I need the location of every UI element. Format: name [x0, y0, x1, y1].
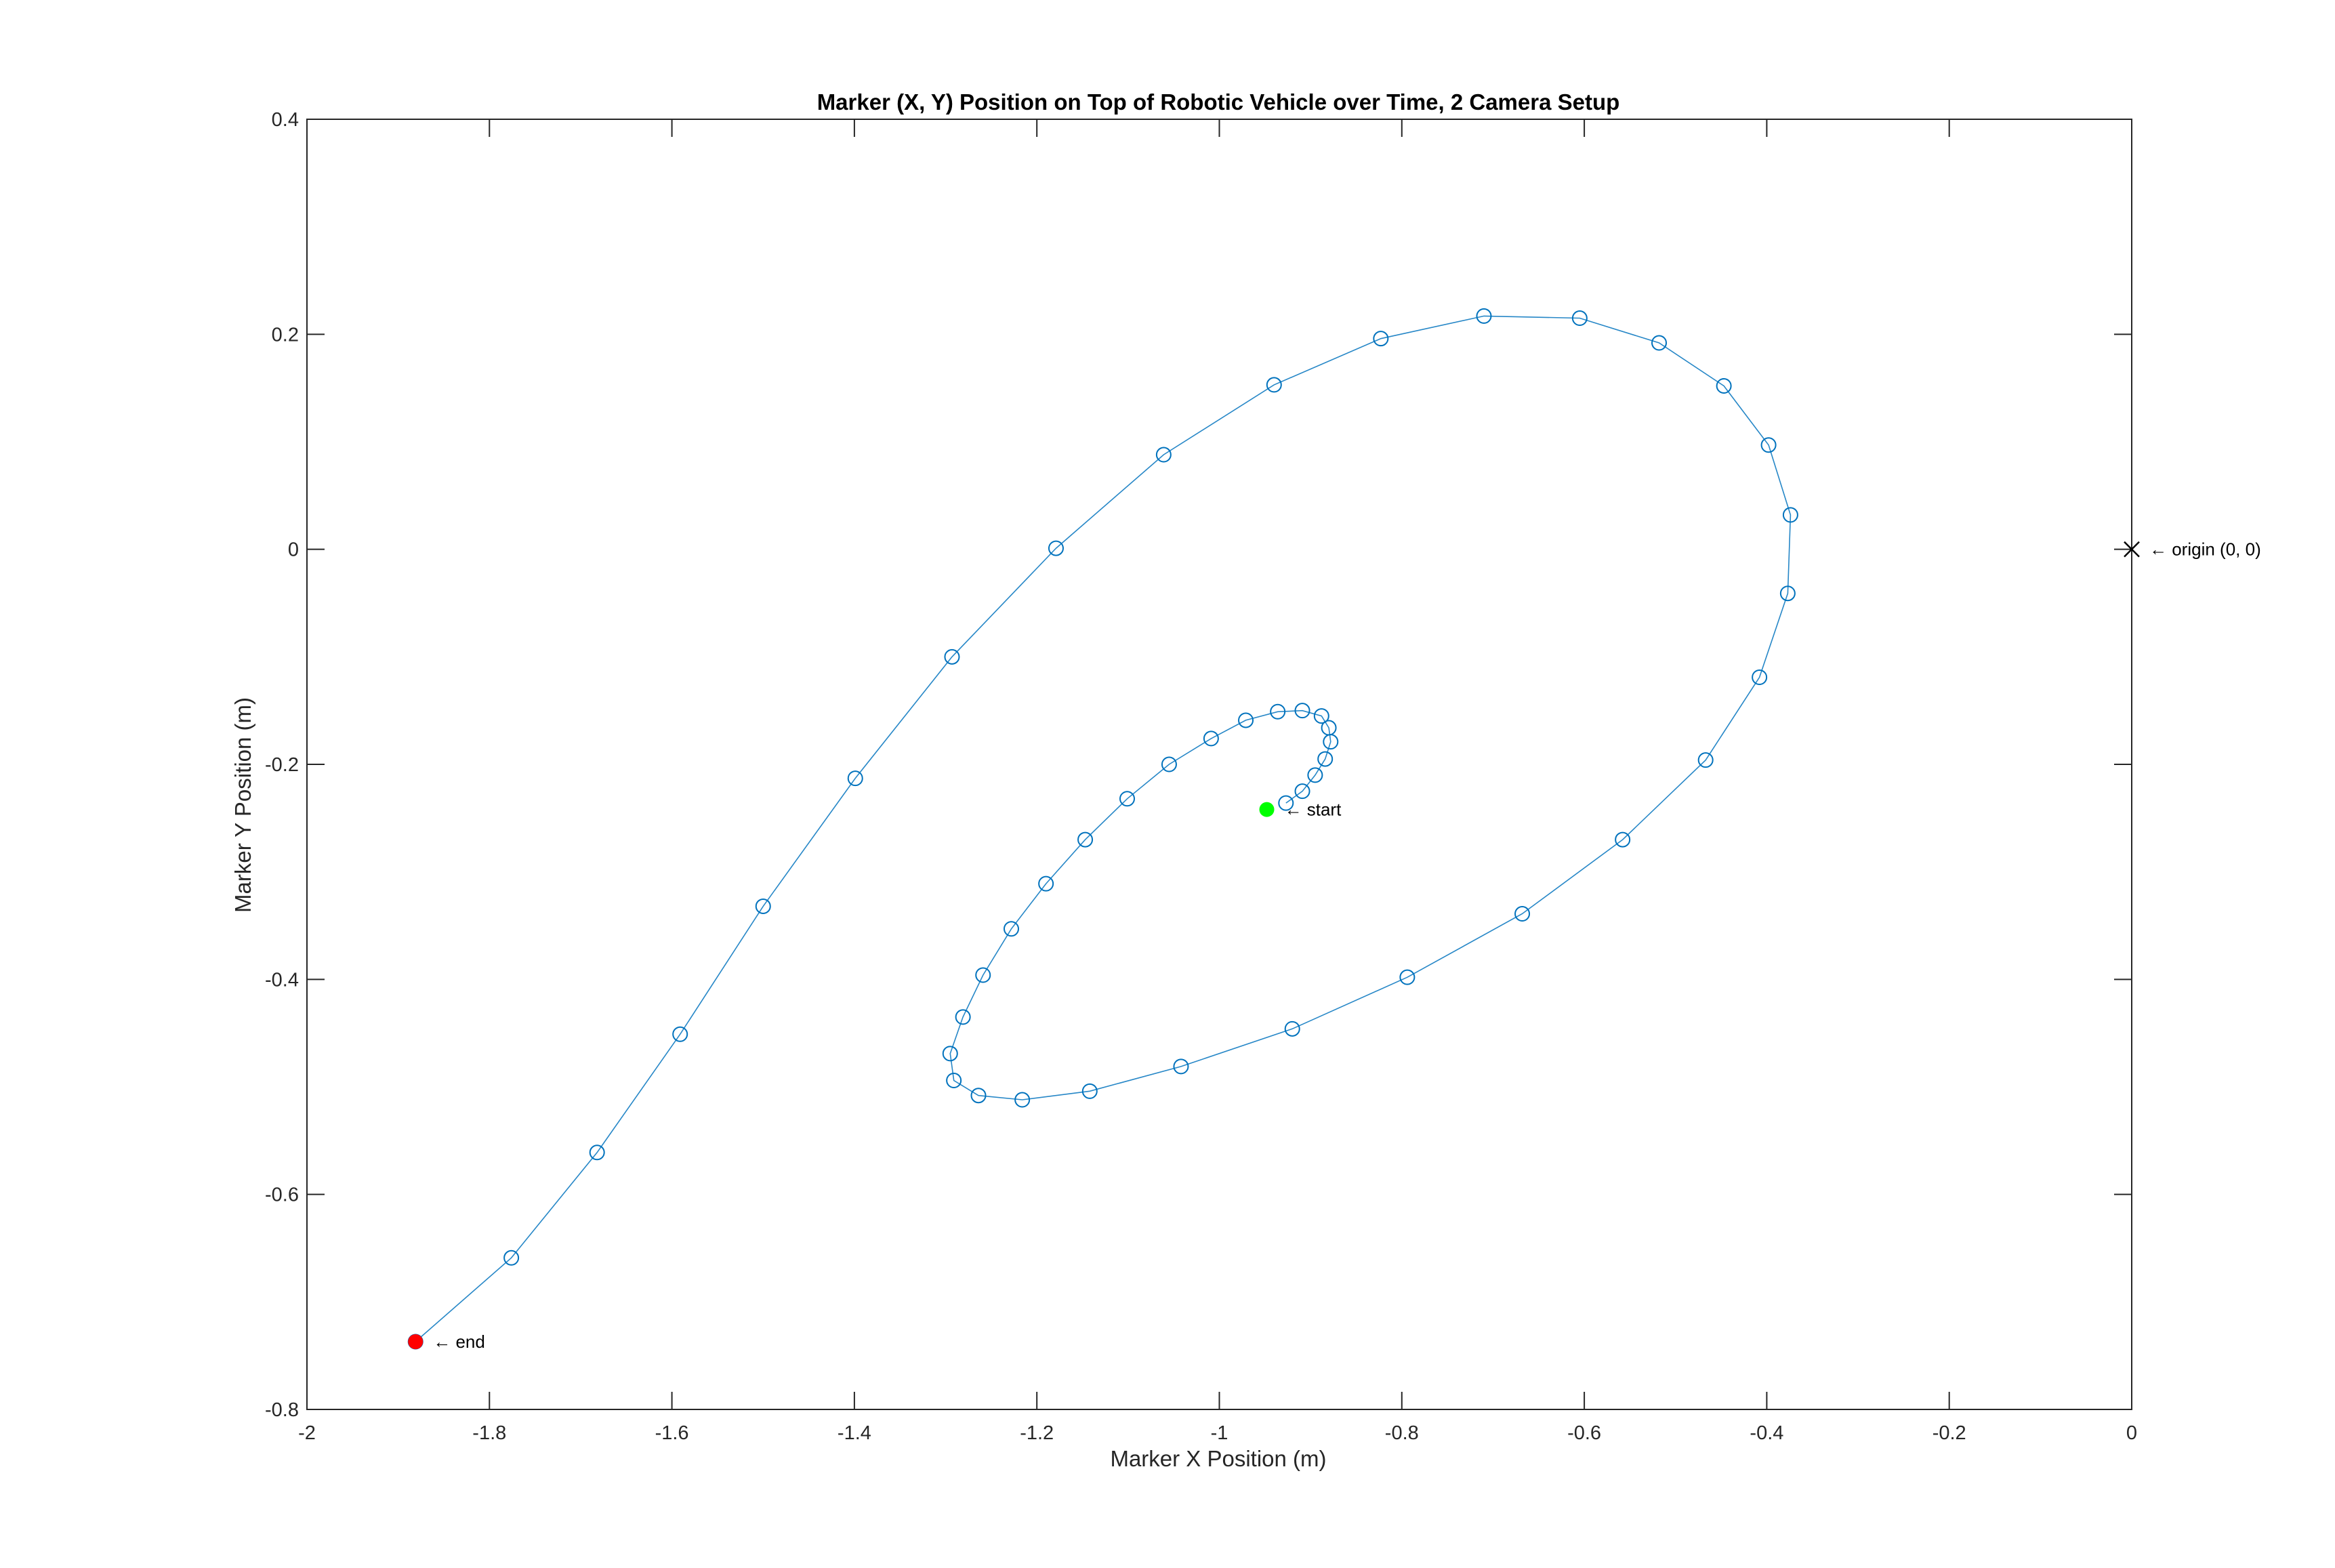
- trajectory-point: [1476, 308, 1492, 324]
- trajectory-point: [1266, 377, 1282, 393]
- trajectory-point: [1003, 921, 1019, 937]
- x-tick-label: -0.6: [1567, 1422, 1601, 1444]
- trajectory-point: [1119, 791, 1136, 807]
- plot-area: -2 -1.8 -1.6 -1.4 -1.2 -1 -0.8 -0.6 -0.4 -0.2 0 -0.…: [265, 109, 2261, 1444]
- trajectory-point: [944, 648, 960, 665]
- trajectory-point: [1779, 585, 1796, 602]
- trajectory-point: [1317, 751, 1334, 767]
- trajectory-point: [1514, 906, 1531, 922]
- origin-marker-stroke: [2124, 541, 2140, 558]
- trajectory-point: [1077, 831, 1094, 848]
- annotation-marker: [408, 1334, 423, 1350]
- trajectory-point: [1752, 669, 1768, 685]
- trajectory-point: [1048, 540, 1064, 556]
- y-tick-label: 0.2: [272, 324, 299, 346]
- trajectory-point: [1399, 969, 1416, 985]
- trajectory-point: [946, 1072, 962, 1088]
- trajectory-point: [1615, 831, 1631, 848]
- x-tick-label: 0: [2126, 1422, 2137, 1444]
- trajectory-point: [955, 1009, 971, 1025]
- annotation-label: ← end: [433, 1332, 485, 1352]
- trajectory-point: [1270, 703, 1286, 720]
- x-tick-label: -0.8: [1385, 1422, 1419, 1444]
- trajectory-point: [755, 898, 771, 914]
- y-tick-label: 0: [288, 539, 299, 561]
- trajectory-point: [847, 770, 863, 787]
- y-tick-label: -0.4: [265, 969, 299, 991]
- trajectory-point: [1294, 783, 1310, 800]
- trajectory-line: [415, 315, 1792, 1342]
- x-tick-label: -0.4: [1750, 1422, 1783, 1444]
- x-tick-label: -1: [1211, 1422, 1228, 1444]
- x-tick-label: -1.2: [1020, 1422, 1054, 1444]
- trajectory-point: [1307, 767, 1323, 783]
- trajectory-point: [1651, 335, 1668, 351]
- trajectory-point: [1038, 875, 1054, 892]
- trajectory-point: [1238, 712, 1254, 728]
- trajectory-point: [672, 1026, 688, 1042]
- chart-title: Marker (X, Y) Position on Top of Robotic…: [817, 89, 1620, 115]
- trajectory-point: [1014, 1092, 1031, 1108]
- trajectory-point: [1760, 437, 1777, 453]
- trajectory-point: [1697, 752, 1714, 768]
- x-tick-label: -2: [298, 1422, 316, 1444]
- trajectory-point: [1081, 1083, 1098, 1099]
- trajectory-point: [589, 1144, 605, 1161]
- x-axis-label: Marker X Position (m): [1110, 1446, 1326, 1471]
- trajectory-point: [1321, 720, 1337, 736]
- trajectory-point: [970, 1088, 987, 1104]
- trajectory-point: [1161, 756, 1177, 772]
- y-tick-label: -0.2: [265, 754, 299, 776]
- trajectory-point: [1373, 331, 1389, 347]
- y-axis-label: Marker Y Position (m): [230, 697, 255, 913]
- trajectory-point: [975, 967, 991, 983]
- trajectory-point: [1284, 1020, 1300, 1037]
- x-tick-label: -1.6: [655, 1422, 689, 1444]
- x-tick-label: -0.2: [1933, 1422, 1966, 1444]
- trajectory-point: [1173, 1058, 1189, 1075]
- trajectory-point: [1278, 795, 1294, 811]
- trajectory-point: [1571, 310, 1588, 327]
- annotation-label: ← origin (0, 0): [2149, 539, 2261, 560]
- trajectory-point: [1294, 703, 1310, 719]
- x-tick-label: -1.4: [838, 1422, 871, 1444]
- trajectory-point: [1716, 377, 1732, 394]
- trajectory-point: [1203, 730, 1219, 747]
- annotation-label: ← start: [1285, 800, 1342, 820]
- annotation-marker: [1259, 802, 1275, 817]
- trajectory-point: [503, 1250, 520, 1266]
- y-tick-label: -0.6: [265, 1184, 299, 1206]
- trajectory-point: [1155, 447, 1172, 463]
- x-tick-label: -1.8: [472, 1422, 506, 1444]
- trajectory-point: [1782, 507, 1798, 523]
- y-tick-label: -0.8: [265, 1399, 299, 1421]
- trajectory-point: [1313, 708, 1329, 724]
- trajectory-point: [942, 1046, 958, 1062]
- y-tick-label: 0.4: [272, 109, 299, 131]
